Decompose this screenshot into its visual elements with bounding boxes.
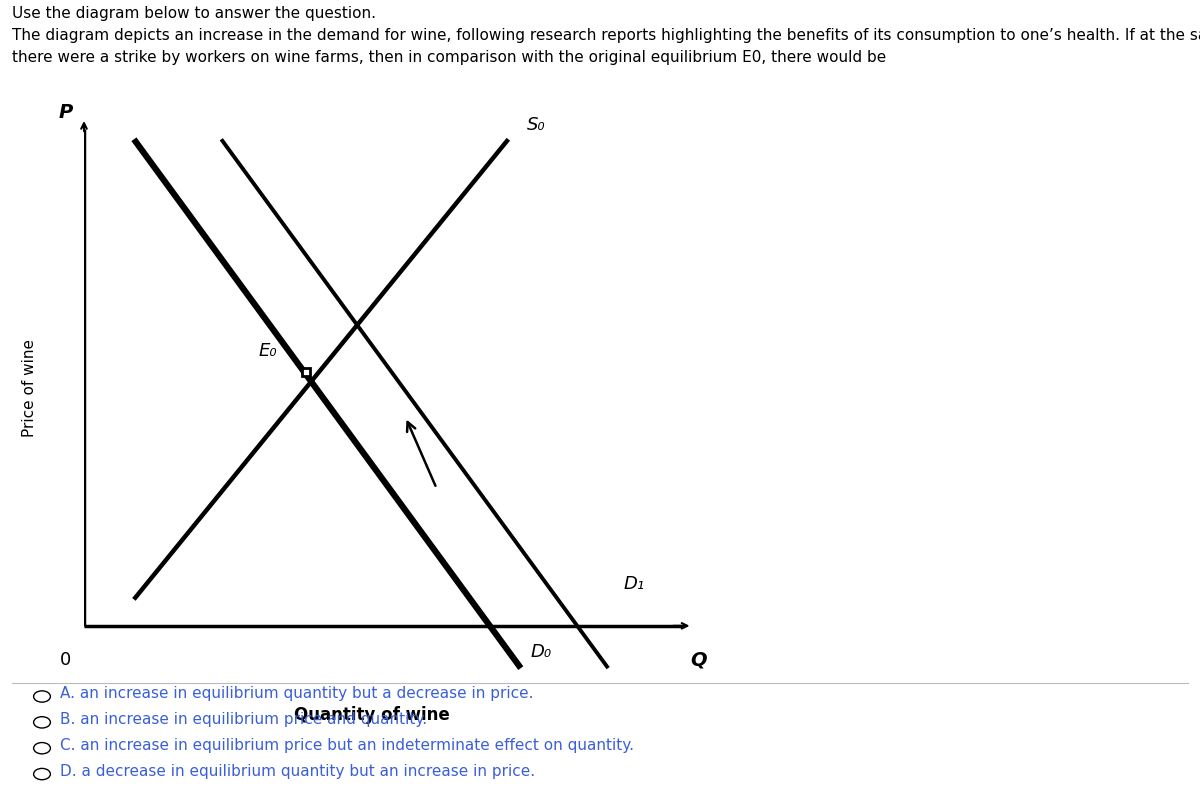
Text: Q: Q: [690, 650, 707, 670]
Text: S₀: S₀: [527, 116, 546, 134]
Text: D₀: D₀: [530, 643, 551, 661]
Text: A. an increase in equilibrium quantity but a decrease in price.: A. an increase in equilibrium quantity b…: [60, 686, 534, 701]
Text: P: P: [58, 103, 72, 122]
Text: there were a strike by workers on wine farms, then in comparison with the origin: there were a strike by workers on wine f…: [12, 50, 887, 65]
Text: Quantity of wine: Quantity of wine: [294, 706, 450, 724]
Text: D. a decrease in equilibrium quantity but an increase in price.: D. a decrease in equilibrium quantity bu…: [60, 764, 535, 779]
Text: Use the diagram below to answer the question.: Use the diagram below to answer the ques…: [12, 6, 376, 22]
Text: The diagram depicts an increase in the demand for wine, following research repor: The diagram depicts an increase in the d…: [12, 28, 1200, 44]
Text: E₀: E₀: [259, 342, 277, 360]
Text: B. an increase in equilibrium price and quantity.: B. an increase in equilibrium price and …: [60, 712, 427, 727]
Text: C. an increase in equilibrium price but an indeterminate effect on quantity.: C. an increase in equilibrium price but …: [60, 738, 634, 753]
Text: 0: 0: [60, 651, 71, 669]
Text: D₁: D₁: [624, 574, 644, 592]
Text: Price of wine: Price of wine: [23, 339, 37, 437]
